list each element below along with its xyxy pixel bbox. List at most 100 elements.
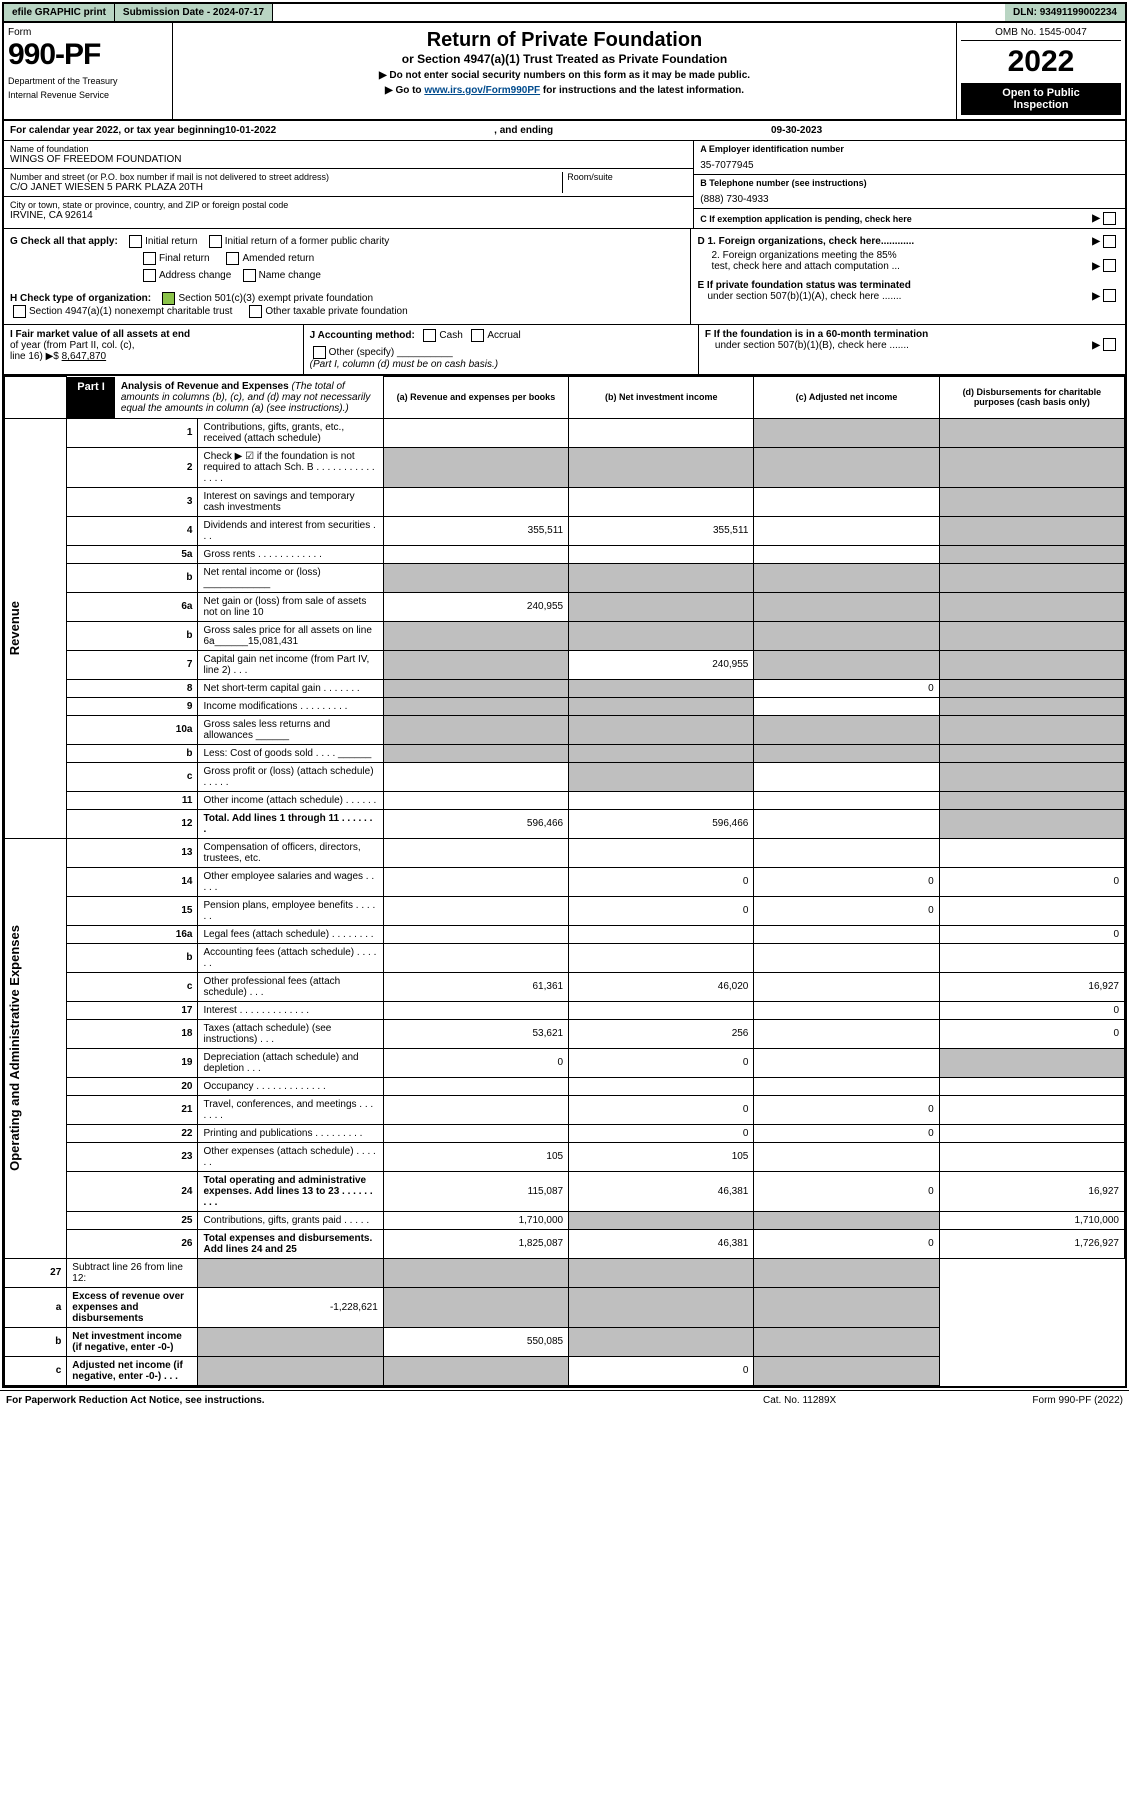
omb-number: OMB No. 1545-0047 — [961, 27, 1121, 41]
part1-label: Part I — [67, 377, 115, 418]
table-row: 21Travel, conferences, and meetings . . … — [5, 1095, 1125, 1124]
table-row: 5aGross rents . . . . . . . . . . . . — [5, 545, 1125, 563]
c-label: C If exemption application is pending, c… — [700, 214, 1092, 224]
cat-no: Cat. No. 11289X — [763, 1395, 943, 1406]
g-initial-former[interactable] — [209, 235, 222, 248]
addr-label: Number and street (or P.O. box number if… — [10, 172, 562, 182]
table-row: 25Contributions, gifts, grants paid . . … — [5, 1211, 1125, 1229]
phone: (888) 730-4933 — [700, 194, 1119, 205]
c-checkbox[interactable] — [1103, 212, 1116, 225]
table-row: 6aNet gain or (loss) from sale of assets… — [5, 592, 1125, 621]
assets-row: I Fair market value of all assets at end… — [4, 325, 1125, 376]
tax-year: 2022 — [961, 45, 1121, 79]
calendar-year-row: For calendar year 2022, or tax year begi… — [4, 121, 1125, 141]
form-number: 990-PF — [8, 38, 168, 72]
dept-treasury: Department of the Treasury — [8, 76, 168, 86]
g-label: G Check all that apply: — [10, 236, 118, 247]
col-b-header: (b) Net investment income — [569, 377, 754, 419]
table-row: Operating and Administrative Expenses13C… — [5, 838, 1125, 867]
h-501c3[interactable] — [162, 292, 175, 305]
city: IRVINE, CA 92614 — [10, 210, 687, 221]
table-row: Revenue1Contributions, gifts, grants, et… — [5, 418, 1125, 447]
name-label: Name of foundation — [10, 144, 687, 154]
j-cash[interactable] — [423, 329, 436, 342]
note-ssn: ▶ Do not enter social security numbers o… — [179, 70, 950, 81]
col-a-header: (a) Revenue and expenses per books — [383, 377, 568, 419]
open-to-public: Open to Public Inspection — [961, 83, 1121, 115]
table-row: 22Printing and publications . . . . . . … — [5, 1124, 1125, 1142]
table-row: 10aGross sales less returns and allowanc… — [5, 715, 1125, 744]
form-subtitle: or Section 4947(a)(1) Trust Treated as P… — [179, 52, 950, 66]
d2-checkbox[interactable] — [1103, 259, 1116, 272]
room-label: Room/suite — [567, 172, 687, 182]
table-row: 11Other income (attach schedule) . . . .… — [5, 791, 1125, 809]
table-row: 24Total operating and administrative exp… — [5, 1171, 1125, 1211]
table-row: 2Check ▶ ☑ if the foundation is not requ… — [5, 447, 1125, 487]
fmv-assets: 8,647,870 — [62, 351, 107, 362]
note-url: ▶ Go to www.irs.gov/Form990PF for instru… — [179, 85, 950, 96]
table-row: 27Subtract line 26 from line 12: — [5, 1258, 1125, 1287]
info-box: Name of foundation WINGS OF FREEDOM FOUN… — [4, 141, 1125, 229]
table-row: 12Total. Add lines 1 through 11 . . . . … — [5, 809, 1125, 838]
table-row: cOther professional fees (attach schedul… — [5, 972, 1125, 1001]
table-row: 26Total expenses and disbursements. Add … — [5, 1229, 1125, 1258]
table-row: 8Net short-term capital gain . . . . . .… — [5, 679, 1125, 697]
form-ref: Form 990-PF (2022) — [943, 1395, 1123, 1406]
table-row: bAccounting fees (attach schedule) . . .… — [5, 943, 1125, 972]
foundation-name: WINGS OF FREEDOM FOUNDATION — [10, 154, 687, 165]
d1-label: D 1. Foreign organizations, check here..… — [697, 236, 914, 247]
table-row: cAdjusted net income (if negative, enter… — [5, 1356, 1125, 1385]
d1-checkbox[interactable] — [1103, 235, 1116, 248]
g-amended-return[interactable] — [226, 252, 239, 265]
table-row: 15Pension plans, employee benefits . . .… — [5, 896, 1125, 925]
table-row: 9Income modifications . . . . . . . . . — [5, 697, 1125, 715]
f-checkbox[interactable] — [1103, 338, 1116, 351]
j-other[interactable] — [313, 346, 326, 359]
table-row: 7Capital gain net income (from Part IV, … — [5, 650, 1125, 679]
table-row: bNet rental income or (loss) ___________… — [5, 563, 1125, 592]
ein-label: A Employer identification number — [700, 144, 1119, 154]
g-final-return[interactable] — [143, 252, 156, 265]
g-address-change[interactable] — [143, 269, 156, 282]
table-row: 16aLegal fees (attach schedule) . . . . … — [5, 925, 1125, 943]
city-label: City or town, state or province, country… — [10, 200, 687, 210]
table-row: 20Occupancy . . . . . . . . . . . . . — [5, 1077, 1125, 1095]
instructions-link[interactable]: www.irs.gov/Form990PF — [424, 85, 540, 96]
table-row: 17Interest . . . . . . . . . . . . .0 — [5, 1001, 1125, 1019]
col-c-header: (c) Adjusted net income — [754, 377, 939, 419]
part1-table: Part I Analysis of Revenue and Expenses … — [4, 376, 1125, 1386]
paperwork-notice: For Paperwork Reduction Act Notice, see … — [6, 1395, 763, 1406]
form-container: efile GRAPHIC print Submission Date - 20… — [2, 2, 1127, 1388]
dln: DLN: 93491199002234 — [1005, 4, 1125, 21]
header: Form 990-PF Department of the Treasury I… — [4, 23, 1125, 121]
e-checkbox[interactable] — [1103, 289, 1116, 302]
submission-date: Submission Date - 2024-07-17 — [115, 4, 273, 21]
h-other-taxable[interactable] — [249, 305, 262, 318]
form-word: Form — [8, 27, 168, 38]
table-row: 19Depreciation (attach schedule) and dep… — [5, 1048, 1125, 1077]
table-row: aExcess of revenue over expenses and dis… — [5, 1287, 1125, 1327]
ein: 35-7077945 — [700, 160, 1119, 171]
h-4947a1[interactable] — [13, 305, 26, 318]
dept-irs: Internal Revenue Service — [8, 90, 168, 100]
table-row: bGross sales price for all assets on lin… — [5, 621, 1125, 650]
table-row: 14Other employee salaries and wages . . … — [5, 867, 1125, 896]
efile-label[interactable]: efile GRAPHIC print — [4, 4, 115, 21]
h-label: H Check type of organization: — [10, 293, 151, 304]
table-row: 23Other expenses (attach schedule) . . .… — [5, 1142, 1125, 1171]
table-row: bLess: Cost of goods sold . . . . ______ — [5, 744, 1125, 762]
col-d-header: (d) Disbursements for charitable purpose… — [939, 377, 1124, 419]
form-title: Return of Private Foundation — [179, 29, 950, 52]
footer: For Paperwork Reduction Act Notice, see … — [0, 1390, 1129, 1410]
address: C/O JANET WIESEN 5 PARK PLAZA 20TH — [10, 182, 562, 193]
g-name-change[interactable] — [243, 269, 256, 282]
j-accrual[interactable] — [471, 329, 484, 342]
section-g-h-d: G Check all that apply: Initial return I… — [4, 229, 1125, 325]
topbar: efile GRAPHIC print Submission Date - 20… — [4, 4, 1125, 23]
table-row: cGross profit or (loss) (attach schedule… — [5, 762, 1125, 791]
table-row: 3Interest on savings and temporary cash … — [5, 487, 1125, 516]
phone-label: B Telephone number (see instructions) — [700, 178, 1119, 188]
table-row: bNet investment income (if negative, ent… — [5, 1327, 1125, 1356]
table-row: 18Taxes (attach schedule) (see instructi… — [5, 1019, 1125, 1048]
g-initial-return[interactable] — [129, 235, 142, 248]
